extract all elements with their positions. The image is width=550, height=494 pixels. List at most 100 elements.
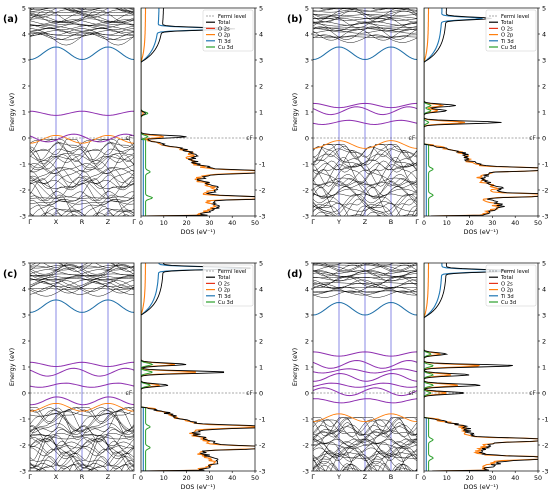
valence-band-top [313, 413, 417, 423]
y-tick-label: 2 [22, 82, 26, 90]
y-axis-label: Energy (eV) [291, 348, 299, 386]
y-tick-label-right: 0 [259, 134, 263, 142]
conduction-band [30, 0, 134, 5]
conduction-band [313, 16, 417, 28]
fermi-label: εF [126, 390, 133, 397]
conduction-band [313, 34, 417, 38]
kpoint-label: R [80, 473, 85, 481]
dos-frame [423, 262, 539, 472]
fermi-label: εF [126, 135, 133, 142]
y-tick-label: 0 [22, 134, 26, 142]
dos-x-tick-label: 20 [466, 475, 474, 482]
conduction-band [30, 33, 134, 36]
conduction-band-bottom [30, 299, 134, 313]
y-tick-label: 5 [305, 259, 309, 267]
valence-band [313, 426, 417, 435]
y-tick-label-right: 1 [542, 363, 546, 371]
conduction-band [30, 28, 134, 36]
valence-band [30, 139, 134, 155]
legend-entry: O 2s [218, 26, 230, 32]
y-tick-label: -2 [303, 186, 309, 194]
legend-entry: O 2s [501, 281, 513, 287]
y-axis-label: Energy (eV) [8, 348, 16, 386]
kpoint-label: Γ [132, 218, 136, 226]
y-tick-label-right: 1 [542, 108, 546, 116]
valence-band [315, 450, 412, 471]
legend-box [485, 9, 537, 52]
panel-d: -3 -3 -2 -2 -1 -1 0 0 1 1 2 2 3 3 4 4 5 5 Energy (eV) Γ Y Z B Γ… [287, 259, 548, 494]
dos-plot [141, 8, 255, 216]
valence-band [30, 170, 134, 189]
y-tick-label: -3 [303, 212, 309, 220]
legend-entry: Fermi level [501, 14, 529, 20]
valence-band [313, 205, 417, 216]
y-tick-label-right: 2 [259, 82, 263, 90]
conduction-band [30, 9, 134, 18]
y-tick-label-right: 4 [259, 30, 263, 38]
conduction-band [313, 263, 417, 273]
valence-band [30, 464, 134, 471]
valence-band [313, 422, 417, 442]
conduction-band [30, 30, 134, 36]
dos-x-tick-label: 20 [183, 220, 191, 227]
y-tick-label: 4 [22, 285, 26, 293]
valence-band [30, 423, 134, 435]
dos-x-tick-label: 30 [488, 475, 496, 482]
conduction-band [30, 264, 134, 269]
y-tick-label: -2 [303, 441, 309, 449]
valence-band [30, 224, 134, 238]
legend-entry: Ti 3d [217, 294, 231, 300]
conduction-band [30, 10, 134, 23]
legend-entry: Cu 3d [501, 45, 516, 51]
conduction-band [313, 27, 417, 31]
kpoint-label: B [389, 218, 393, 226]
legend-entry: Cu 3d [218, 45, 233, 51]
kpoint-label: Γ [311, 218, 315, 226]
valence-band [313, 187, 417, 215]
legend-entry: Total [217, 275, 230, 281]
conduction-band [30, 288, 134, 290]
gap-state-band [313, 368, 417, 374]
valence-band [30, 434, 134, 462]
valence-band [313, 453, 417, 465]
gap-state-band [313, 102, 417, 109]
dos-x-tick-label: 50 [251, 475, 259, 482]
dos-fermi-label: εF [529, 390, 536, 397]
legend-entry: Cu 3d [501, 300, 516, 306]
gap-state-band [313, 398, 417, 404]
valence-band [313, 169, 417, 186]
y-tick-label: 1 [22, 363, 26, 371]
conduction-band [30, 273, 134, 277]
y-tick-label-right: -1 [259, 415, 265, 423]
y-tick-label-right: 3 [542, 56, 546, 64]
dos-ti3d-line [424, 8, 483, 216]
valence-band [313, 186, 417, 209]
valence-band [30, 407, 134, 423]
dos-x-tick-label: 10 [443, 475, 451, 482]
dos-o2p-line [424, 8, 538, 216]
valence-band [30, 467, 134, 471]
y-tick-label-right: -3 [259, 467, 265, 475]
conduction-band [313, 0, 417, 4]
valence-band [313, 480, 417, 494]
conduction-band [30, 0, 134, 4]
conduction-band [30, 11, 134, 13]
conduction-band [30, 20, 134, 26]
dos-total-line [424, 263, 538, 471]
dos-x-tick-label: 40 [228, 475, 236, 482]
valence-band [313, 464, 417, 471]
y-axis-label: Energy (eV) [291, 93, 299, 131]
valence-band [313, 435, 417, 454]
dos-x-tick-label: 40 [511, 220, 519, 227]
conduction-band [313, 284, 417, 294]
conduction-band [313, 36, 417, 39]
valence-band [313, 419, 417, 438]
valence-band [30, 409, 134, 433]
legend-box [202, 9, 254, 52]
conduction-band [30, 280, 134, 292]
valence-band [313, 418, 417, 436]
conduction-band [30, 263, 134, 269]
y-tick-label: -1 [20, 415, 26, 423]
y-tick-label: 0 [305, 134, 309, 142]
